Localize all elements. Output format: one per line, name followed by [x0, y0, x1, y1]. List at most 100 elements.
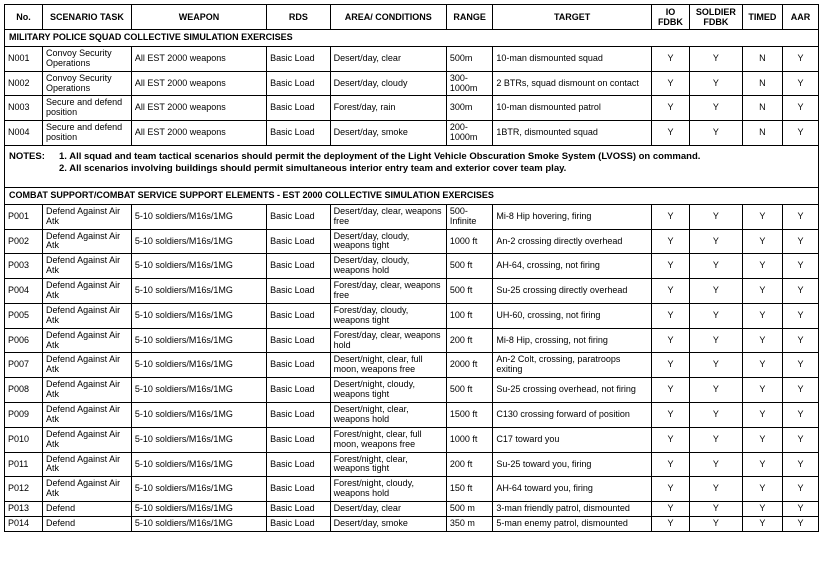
cell-range: 200 ft	[446, 452, 493, 477]
cell-task: Secure and defend position	[43, 96, 132, 121]
cell-rds: Basic Load	[267, 452, 330, 477]
cell-aar: Y	[782, 517, 818, 532]
col-header-target: TARGET	[493, 5, 652, 30]
cell-io: Y	[651, 46, 689, 71]
col-header-soldier: SOLDIER FDBK	[689, 5, 742, 30]
cell-aar: Y	[782, 477, 818, 502]
cell-timed: Y	[742, 452, 782, 477]
table-row: P014Defend5-10 soldiers/M16s/1MGBasic Lo…	[5, 517, 819, 532]
cell-weapon: 5-10 soldiers/M16s/1MG	[131, 204, 266, 229]
cell-no: P002	[5, 229, 43, 254]
cell-rds: Basic Load	[267, 517, 330, 532]
cell-rds: Basic Load	[267, 477, 330, 502]
cell-rds: Basic Load	[267, 403, 330, 428]
table-row: P009Defend Against Air Atk5-10 soldiers/…	[5, 403, 819, 428]
cell-area: Desert/night, cloudy, weapons tight	[330, 378, 446, 403]
cell-weapon: 5-10 soldiers/M16s/1MG	[131, 502, 266, 517]
cell-aar: Y	[782, 403, 818, 428]
cell-task: Defend Against Air Atk	[43, 378, 132, 403]
cell-range: 150 ft	[446, 477, 493, 502]
cell-target: 3-man friendly patrol, dismounted	[493, 502, 652, 517]
cell-soldier: Y	[689, 517, 742, 532]
section-header-mp: MILITARY POLICE SQUAD COLLECTIVE SIMULAT…	[5, 30, 819, 47]
cell-target: Su-25 toward you, firing	[493, 452, 652, 477]
cell-io: Y	[651, 328, 689, 353]
cell-aar: Y	[782, 328, 818, 353]
cell-target: UH-60, crossing, not firing	[493, 303, 652, 328]
cell-no: N004	[5, 121, 43, 146]
cell-range: 1500 ft	[446, 403, 493, 428]
cell-range: 500 ft	[446, 254, 493, 279]
cell-area: Forest/day, clear, weapons free	[330, 279, 446, 304]
cell-rds: Basic Load	[267, 328, 330, 353]
cell-rds: Basic Load	[267, 427, 330, 452]
table-row: P005Defend Against Air Atk5-10 soldiers/…	[5, 303, 819, 328]
cell-area: Desert/day, clear, weapons free	[330, 204, 446, 229]
table-row: P010Defend Against Air Atk5-10 soldiers/…	[5, 427, 819, 452]
table-row: P012Defend Against Air Atk5-10 soldiers/…	[5, 477, 819, 502]
cell-timed: Y	[742, 204, 782, 229]
cell-task: Defend Against Air Atk	[43, 328, 132, 353]
notes-label: NOTES:	[9, 152, 59, 162]
cell-aar: Y	[782, 204, 818, 229]
cell-aar: Y	[782, 303, 818, 328]
cell-aar: Y	[782, 254, 818, 279]
cell-weapon: 5-10 soldiers/M16s/1MG	[131, 452, 266, 477]
table-row: N004Secure and defend positionAll EST 20…	[5, 121, 819, 146]
cell-no: P011	[5, 452, 43, 477]
cell-target: Su-25 crossing directly overhead	[493, 279, 652, 304]
cell-timed: Y	[742, 517, 782, 532]
col-header-timed: TIMED	[742, 5, 782, 30]
cell-range: 500m	[446, 46, 493, 71]
cell-task: Defend Against Air Atk	[43, 353, 132, 378]
cell-range: 500-Infinite	[446, 204, 493, 229]
cell-range: 100 ft	[446, 303, 493, 328]
cell-rds: Basic Load	[267, 96, 330, 121]
cell-timed: N	[742, 121, 782, 146]
cell-rds: Basic Load	[267, 502, 330, 517]
cell-timed: Y	[742, 403, 782, 428]
cell-aar: Y	[782, 427, 818, 452]
cell-area: Forest/night, clear, full moon, weapons …	[330, 427, 446, 452]
cell-no: P004	[5, 279, 43, 304]
cell-task: Convoy Security Operations	[43, 71, 132, 96]
table-row: N001Convoy Security OperationsAll EST 20…	[5, 46, 819, 71]
cell-io: Y	[651, 427, 689, 452]
cell-aar: Y	[782, 229, 818, 254]
cell-timed: Y	[742, 229, 782, 254]
cell-soldier: Y	[689, 328, 742, 353]
cell-soldier: Y	[689, 96, 742, 121]
cell-timed: Y	[742, 477, 782, 502]
cell-io: Y	[651, 378, 689, 403]
cell-soldier: Y	[689, 452, 742, 477]
cell-soldier: Y	[689, 121, 742, 146]
cell-weapon: 5-10 soldiers/M16s/1MG	[131, 477, 266, 502]
cell-weapon: All EST 2000 weapons	[131, 121, 266, 146]
cell-no: P003	[5, 254, 43, 279]
cell-task: Defend Against Air Atk	[43, 254, 132, 279]
cell-soldier: Y	[689, 477, 742, 502]
cell-area: Desert/day, smoke	[330, 121, 446, 146]
cell-io: Y	[651, 279, 689, 304]
cell-soldier: Y	[689, 71, 742, 96]
cell-soldier: Y	[689, 229, 742, 254]
cell-task: Defend Against Air Atk	[43, 427, 132, 452]
cell-aar: Y	[782, 96, 818, 121]
cell-rds: Basic Load	[267, 229, 330, 254]
cell-area: Desert/day, clear	[330, 46, 446, 71]
cell-weapon: 5-10 soldiers/M16s/1MG	[131, 427, 266, 452]
cell-task: Convoy Security Operations	[43, 46, 132, 71]
cell-area: Forest/day, cloudy, weapons tight	[330, 303, 446, 328]
cell-io: Y	[651, 502, 689, 517]
table-row: P011Defend Against Air Atk5-10 soldiers/…	[5, 452, 819, 477]
cell-rds: Basic Load	[267, 121, 330, 146]
col-header-range: RANGE	[446, 5, 493, 30]
cell-target: 5-man enemy patrol, dismounted	[493, 517, 652, 532]
cell-no: P010	[5, 427, 43, 452]
cell-no: P012	[5, 477, 43, 502]
table-row: P001Defend Against Air Atk5-10 soldiers/…	[5, 204, 819, 229]
col-header-aar: AAR	[782, 5, 818, 30]
cell-area: Forest/night, cloudy, weapons hold	[330, 477, 446, 502]
cell-target: 1BTR, dismounted squad	[493, 121, 652, 146]
cell-soldier: Y	[689, 279, 742, 304]
